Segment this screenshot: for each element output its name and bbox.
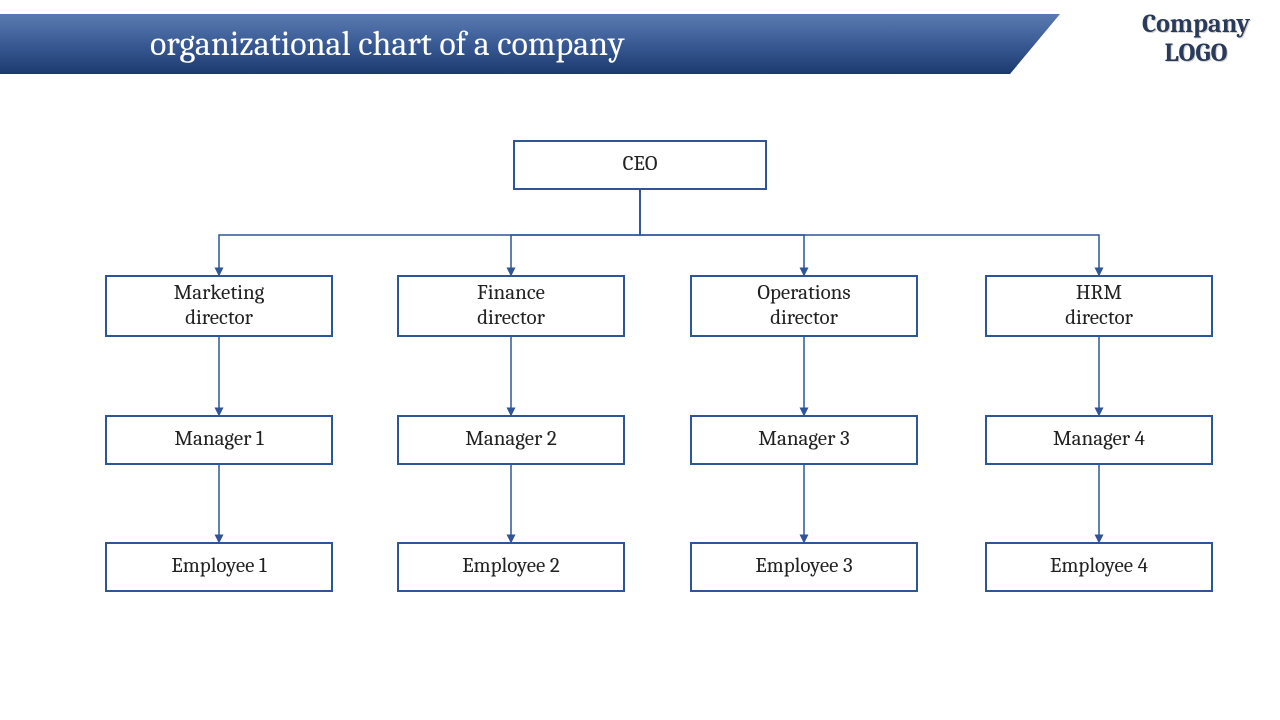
org-node-emp4: Employee 4 (985, 542, 1213, 592)
org-node-label: Marketing (174, 281, 265, 306)
org-node-label: Manager 4 (1053, 427, 1145, 452)
org-node-label: HRM (1076, 281, 1122, 306)
org-node-label: Operations (757, 281, 850, 306)
org-node-mgr2: Manager 2 (397, 415, 625, 465)
org-node-label: Manager 2 (465, 427, 557, 452)
company-logo: Company LOGO (1142, 10, 1250, 67)
org-node-emp1: Employee 1 (105, 542, 333, 592)
logo-line2: LOGO (1142, 39, 1250, 68)
org-node-mgr4: Manager 4 (985, 415, 1213, 465)
org-node-ceo: CEO (513, 140, 767, 190)
org-node-dir1: Marketingdirector (105, 275, 333, 337)
org-node-label: Manager 3 (758, 427, 849, 452)
org-node-label: Employee 2 (462, 554, 560, 579)
org-node-label: Employee 1 (171, 554, 266, 579)
org-node-emp3: Employee 3 (690, 542, 918, 592)
org-chart-connectors (0, 110, 1280, 710)
logo-line1: Company (1142, 10, 1250, 39)
org-node-emp2: Employee 2 (397, 542, 625, 592)
org-node-label: Employee 3 (755, 554, 852, 579)
org-node-label: director (185, 306, 253, 331)
header-band: organizational chart of a company (0, 14, 1060, 74)
org-chart: CEOMarketingdirectorFinancedirectorOpera… (0, 110, 1280, 710)
org-node-label: director (477, 306, 545, 331)
org-node-label: director (770, 306, 838, 331)
org-node-label: Finance (477, 281, 545, 306)
org-node-dir2: Financedirector (397, 275, 625, 337)
org-node-mgr3: Manager 3 (690, 415, 918, 465)
org-node-mgr1: Manager 1 (105, 415, 333, 465)
org-node-dir4: HRMdirector (985, 275, 1213, 337)
org-node-label: Manager 1 (174, 427, 263, 452)
org-node-label: director (1065, 306, 1133, 331)
org-node-dir3: Operationsdirector (690, 275, 918, 337)
org-node-label: Employee 4 (1050, 554, 1148, 579)
org-node-label: CEO (623, 152, 658, 177)
page-title: organizational chart of a company (150, 24, 625, 64)
